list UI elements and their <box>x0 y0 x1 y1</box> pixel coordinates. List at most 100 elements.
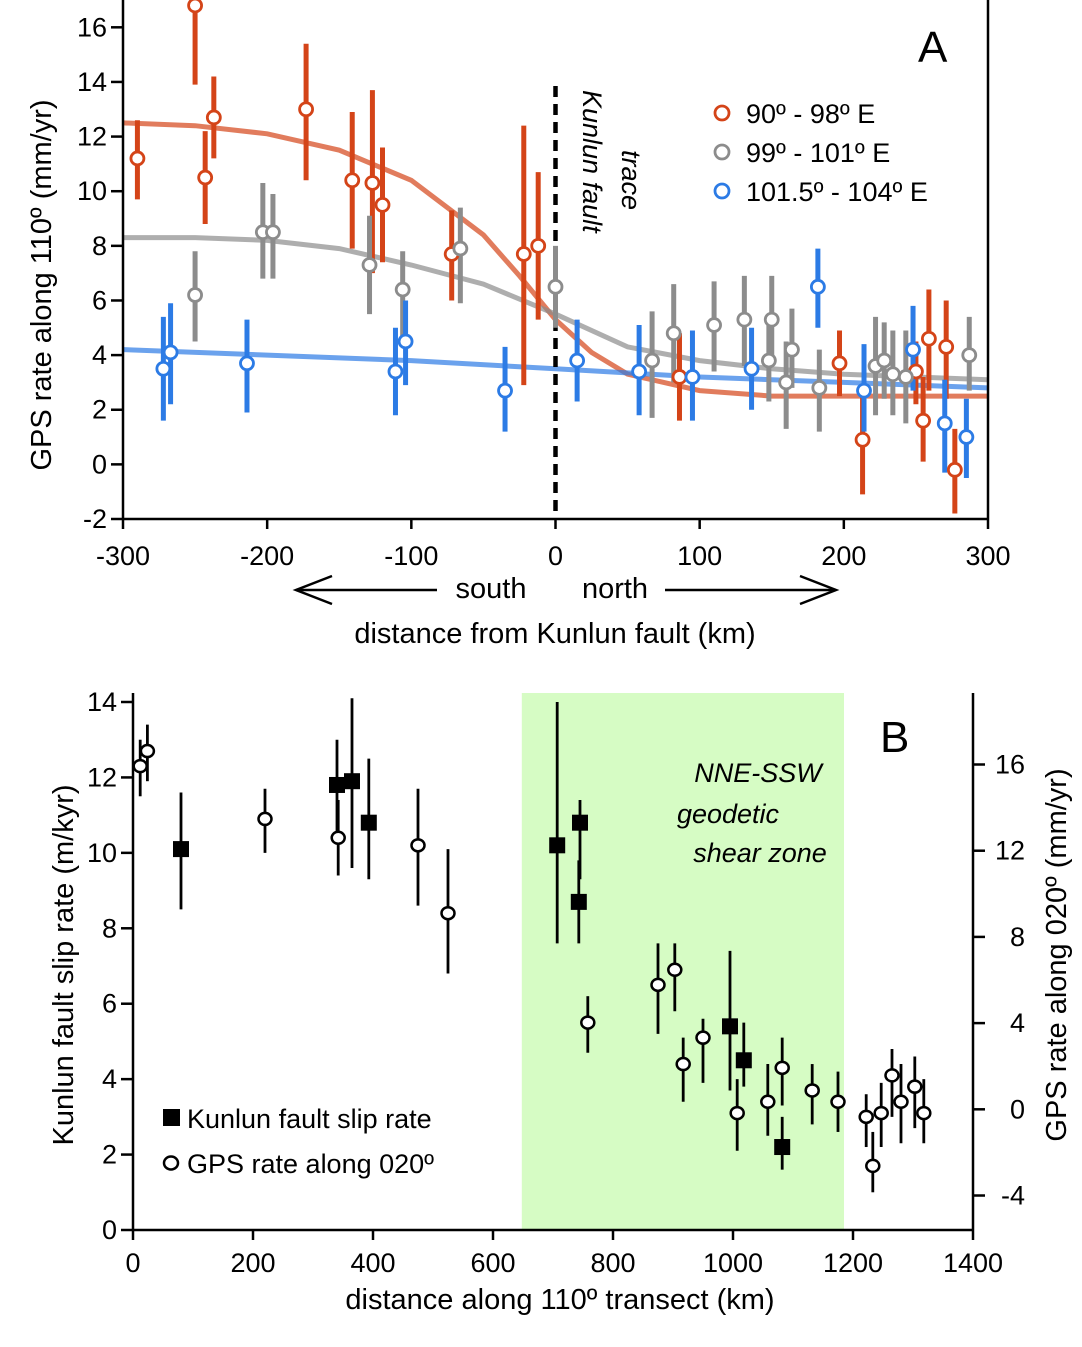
data-point-series-3-1 <box>155 360 172 377</box>
geodetic-shear-zone-shading <box>521 693 844 1230</box>
y-tick-label-4: 4 <box>92 340 107 370</box>
data-point-series-1-3 <box>197 169 214 186</box>
panel-b-right-y-axis-label: GPS rate along 020º (mm/yr) <box>1041 768 1073 1141</box>
panel-a-label: A <box>918 23 948 72</box>
data-point-series-1-10 <box>515 246 532 262</box>
panel-a-y-axis-label: GPS rate along 110º (mm/yr) <box>26 99 58 470</box>
legend-marker-series-2 <box>713 143 731 161</box>
y-tick-label-8: 8 <box>92 231 107 261</box>
data-point-series-3-5 <box>397 333 414 350</box>
panel-b-left-y-axis-label: Kunlun fault slip rate (m/kyr) <box>48 784 80 1145</box>
b-left-tick-label-0: 0 <box>102 1215 117 1245</box>
b-left-tick-label-4: 4 <box>102 1064 117 1094</box>
data-point-series-2-13 <box>763 311 780 328</box>
gps-rate-point-5 <box>410 838 426 853</box>
slip-rate-point-4 <box>360 814 377 831</box>
data-point-series-2-10 <box>706 317 722 333</box>
data-point-series-3-4 <box>387 363 404 380</box>
data-point-series-1-13 <box>831 355 848 372</box>
data-point-series-2-16 <box>811 379 828 396</box>
legend-label-b-series-2: GPS rate along 020º <box>187 1149 434 1179</box>
data-point-series-1-7 <box>364 175 381 191</box>
slip-rate-point-3 <box>344 773 360 790</box>
b-x-tick-label-200: 200 <box>230 1248 275 1278</box>
gps-rate-point-4 <box>330 830 346 846</box>
data-point-series-1-1 <box>129 150 146 167</box>
y-tick-label-2: 2 <box>92 395 107 425</box>
slip-rate-point-5 <box>549 837 566 854</box>
legend-label-series-3: 101.5º - 104º E <box>746 177 928 207</box>
b-right-tick-label-16: 16 <box>995 749 1025 779</box>
y-tick-label--2: -2 <box>83 504 107 534</box>
panel-b-points <box>132 698 932 1193</box>
slip-rate-point-8 <box>722 1018 738 1035</box>
legend-label-series-1: 90º - 98º E <box>746 99 875 129</box>
data-point-series-2-1 <box>187 287 203 303</box>
gps-rate-point-6 <box>440 905 456 921</box>
slip-rate-point-6 <box>570 893 587 910</box>
b-x-tick-label-0: 0 <box>125 1248 140 1278</box>
slip-rate-point-7 <box>572 814 588 831</box>
data-point-series-1-5 <box>298 101 314 118</box>
data-point-series-2-21 <box>961 347 978 364</box>
b-x-tick-label-1200: 1200 <box>823 1248 883 1278</box>
north-label: north <box>582 573 648 605</box>
b-right-tick-label-8: 8 <box>1010 922 1025 952</box>
gps-rate-point-12 <box>729 1105 745 1121</box>
panel-b-x-axis-label: distance along 110º transect (km) <box>345 1284 774 1316</box>
gps-rate-point-20 <box>884 1068 900 1083</box>
data-point-series-2-7 <box>547 278 564 295</box>
gps-rate-point-7 <box>580 1015 596 1030</box>
gps-rate-point-23 <box>916 1105 932 1121</box>
panel-a-x-axis-label: distance from Kunlun fault (km) <box>354 618 755 650</box>
gps-rate-point-19 <box>873 1105 889 1121</box>
panel-b-label: B <box>880 713 909 762</box>
gps-rate-point-2 <box>139 743 156 759</box>
gps-rate-point-10 <box>675 1056 691 1072</box>
data-point-series-2-5 <box>394 281 411 298</box>
data-point-series-1-19 <box>946 461 963 478</box>
b-left-tick-label-10: 10 <box>87 838 117 868</box>
gps-rate-point-13 <box>760 1094 776 1110</box>
y-tick-label-16: 16 <box>77 12 107 42</box>
b-x-tick-label-1400: 1400 <box>943 1248 1003 1278</box>
b-right-tick-label-12: 12 <box>995 836 1025 866</box>
data-point-series-1-14 <box>854 431 871 448</box>
data-point-series-2-15 <box>784 341 800 358</box>
panel-a-axes: -2 0 2 4 6 8 10 12 14 16 -300 -200 -100 0 100 200 300 <box>77 0 1011 571</box>
fault-annotation-line1: Kunlun fault <box>577 90 607 234</box>
x-tick-label--300: -300 <box>96 541 150 571</box>
gps-rate-point-15 <box>804 1083 820 1098</box>
b-left-tick-label-14: 14 <box>87 687 117 717</box>
data-point-series-3-6 <box>497 382 513 399</box>
b-left-tick-label-2: 2 <box>102 1140 117 1170</box>
gps-rate-point-14 <box>774 1060 790 1076</box>
slip-rate-point-9 <box>735 1052 752 1069</box>
data-point-series-3-10 <box>743 360 760 377</box>
gps-rate-point-18 <box>865 1158 881 1174</box>
data-point-series-1-4 <box>205 109 222 126</box>
data-point-series-1-8 <box>374 196 391 213</box>
gps-rate-point-16 <box>830 1094 846 1110</box>
shear-zone-label-line2: geodetic <box>677 799 780 829</box>
data-point-series-1-18 <box>938 339 955 355</box>
fault-annotation-line2: trace <box>616 150 646 210</box>
data-point-series-3-9 <box>684 369 701 385</box>
data-point-series-2-9 <box>665 325 682 342</box>
b-right-tick-label--4: -4 <box>1001 1181 1025 1211</box>
fit-curve-series-3 <box>122 347 989 391</box>
slip-rate-point-10 <box>774 1139 791 1156</box>
x-tick-label-300: 300 <box>965 541 1010 571</box>
gps-rate-point-22 <box>907 1079 923 1094</box>
y-tick-label-12: 12 <box>77 122 107 152</box>
b-x-tick-label-600: 600 <box>470 1248 515 1278</box>
shear-zone-label-line3: shear zone <box>693 838 827 868</box>
panel-a-points <box>129 0 978 514</box>
y-tick-label-0: 0 <box>92 449 107 479</box>
panel-a-legend: 90º - 98º E 99º - 101º E 101.5º - 104º E <box>713 99 928 207</box>
legend-label-b-series-1: Kunlun fault slip rate <box>187 1104 432 1134</box>
south-arrow <box>292 574 437 606</box>
x-tick-label--100: -100 <box>384 541 438 571</box>
b-right-tick-label-0: 0 <box>1010 1094 1025 1124</box>
